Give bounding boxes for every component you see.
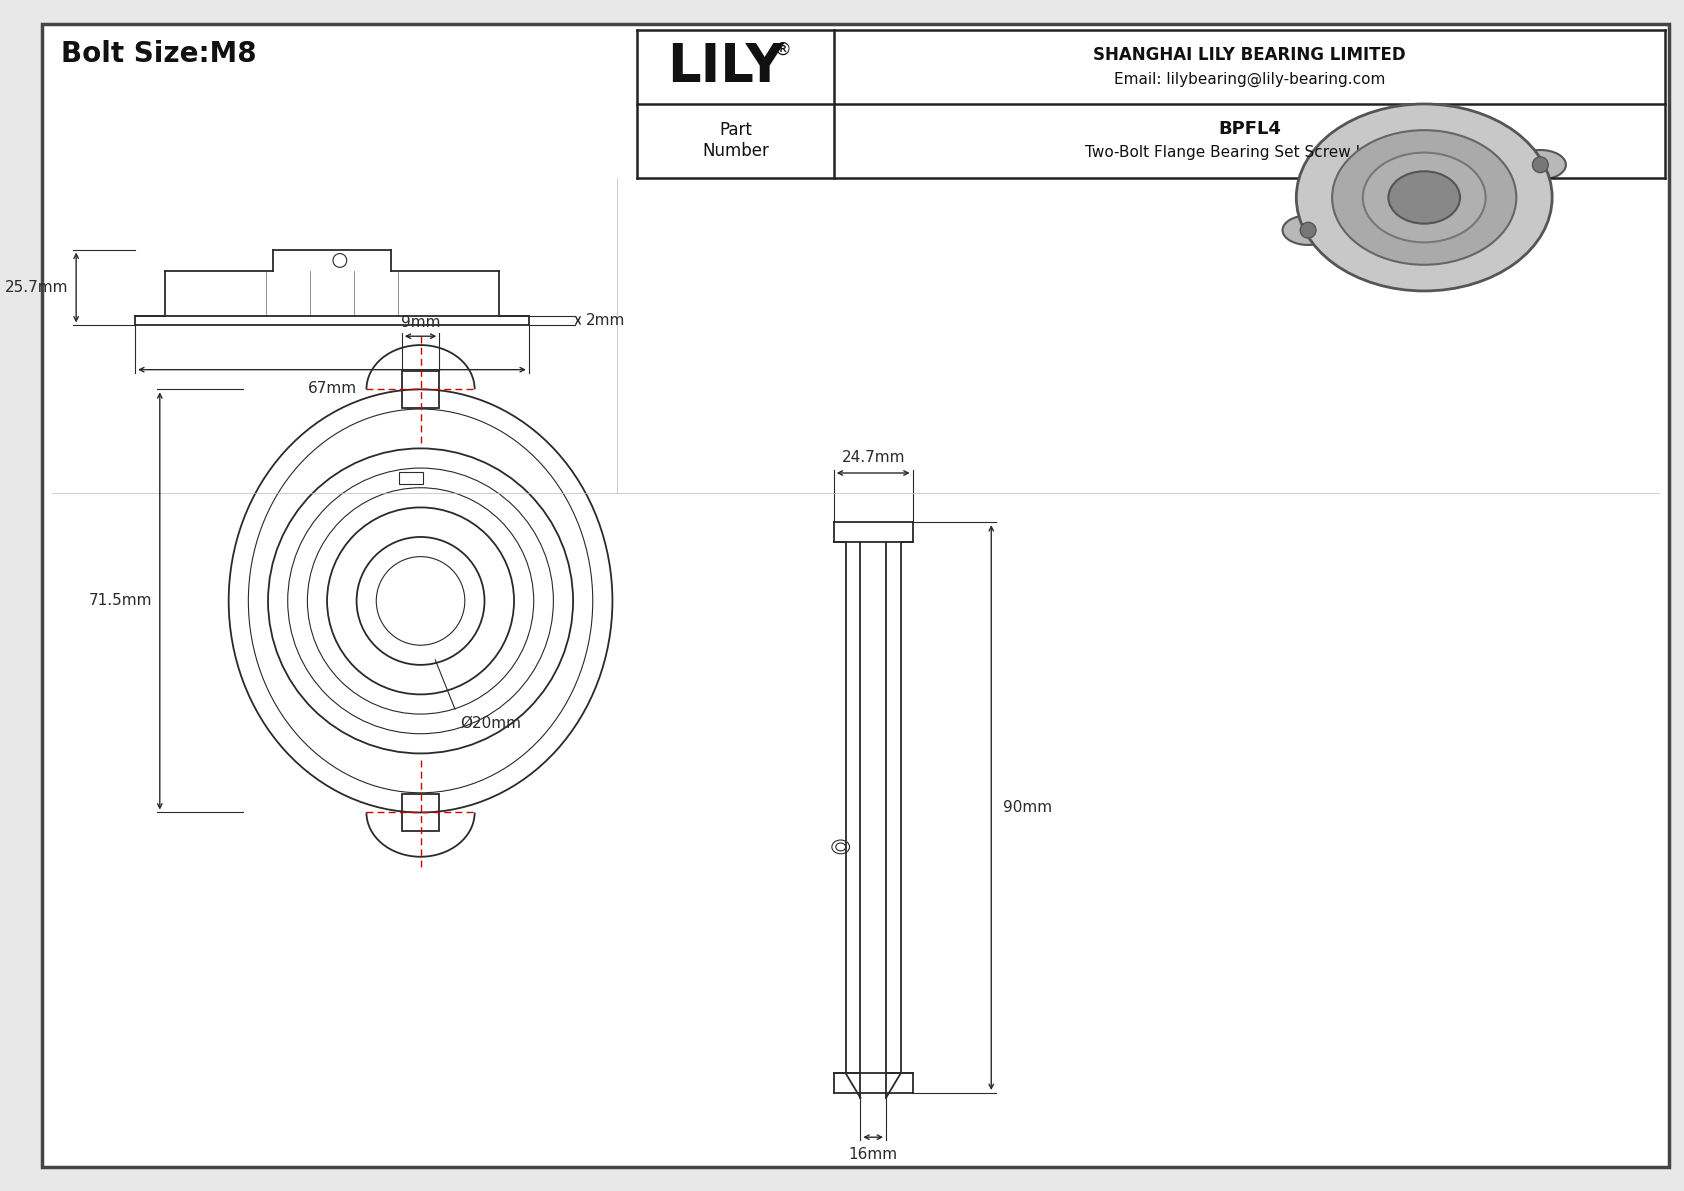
- Text: ®: ®: [773, 40, 791, 58]
- Text: 67mm: 67mm: [308, 381, 357, 397]
- Text: Bolt Size:M8: Bolt Size:M8: [61, 40, 258, 68]
- Text: SHANGHAI LILY BEARING LIMITED: SHANGHAI LILY BEARING LIMITED: [1093, 46, 1406, 64]
- Text: 9mm: 9mm: [401, 316, 440, 330]
- Circle shape: [1300, 223, 1315, 238]
- Text: Two-Bolt Flange Bearing Set Screw Locking: Two-Bolt Flange Bearing Set Screw Lockin…: [1084, 145, 1415, 161]
- Text: 16mm: 16mm: [849, 1147, 898, 1162]
- Ellipse shape: [1362, 152, 1485, 242]
- Ellipse shape: [1388, 172, 1460, 224]
- Text: BPFL4: BPFL4: [1218, 120, 1282, 138]
- Ellipse shape: [1514, 150, 1566, 180]
- Text: Part
Number: Part Number: [702, 121, 770, 161]
- Text: 25.7mm: 25.7mm: [5, 280, 69, 295]
- Bar: [399, 472, 423, 484]
- Text: 2mm: 2mm: [586, 313, 625, 328]
- Ellipse shape: [1332, 130, 1516, 264]
- Bar: [402, 370, 440, 409]
- Ellipse shape: [1283, 216, 1334, 245]
- Ellipse shape: [1297, 104, 1553, 291]
- Bar: [402, 793, 440, 831]
- Text: LILY: LILY: [667, 42, 785, 93]
- Text: 24.7mm: 24.7mm: [842, 450, 904, 466]
- Text: Ø20mm: Ø20mm: [460, 716, 520, 731]
- Text: 90mm: 90mm: [1004, 800, 1052, 815]
- Text: Email: lilybearing@lily-bearing.com: Email: lilybearing@lily-bearing.com: [1113, 71, 1386, 87]
- Circle shape: [1532, 157, 1548, 173]
- Text: 71.5mm: 71.5mm: [89, 593, 152, 609]
